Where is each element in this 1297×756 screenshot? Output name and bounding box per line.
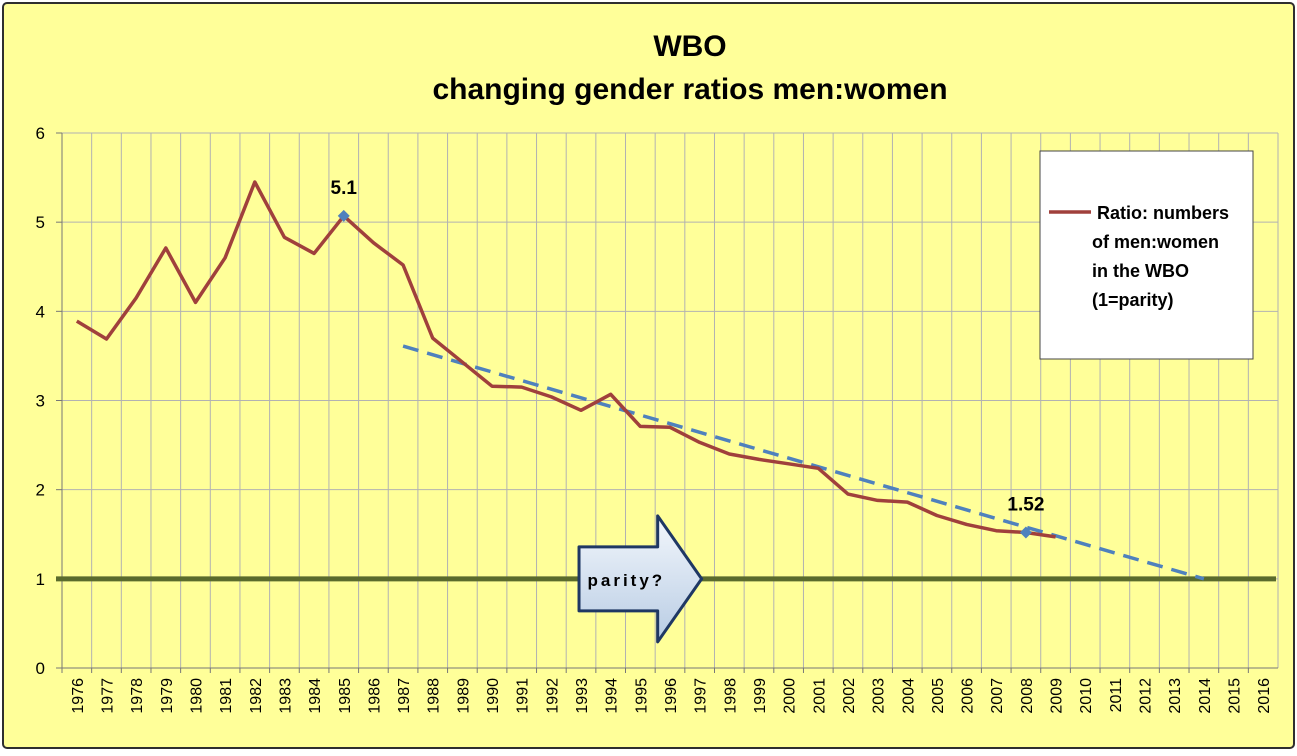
parity-arrow [577, 514, 704, 644]
x-tick-label: 2010 [1078, 678, 1095, 714]
x-tick-label: 1993 [574, 678, 591, 714]
x-tick-label: 1983 [277, 678, 294, 714]
trendline-group [402, 344, 1205, 581]
x-tick-label: 2016 [1256, 678, 1273, 714]
x-tick-label: 2005 [930, 678, 947, 714]
legend-label-line: of men:women [1092, 232, 1219, 252]
x-tick-label: 1986 [366, 678, 383, 714]
x-tick-label: 1987 [396, 678, 413, 714]
x-tick-label: 2014 [1197, 678, 1214, 714]
x-tick-label: 2006 [960, 678, 977, 714]
x-tick-label: 1996 [663, 678, 680, 714]
x-tick-label: 2000 [782, 678, 799, 714]
x-tick-label: 1990 [485, 678, 502, 714]
y-tick-label: 4 [36, 302, 45, 321]
highlight-label: 5.1 [331, 178, 358, 199]
x-tick-label: 1981 [218, 678, 235, 714]
x-tick-label: 1978 [129, 678, 146, 714]
y-tick-label: 2 [36, 481, 45, 500]
x-tick-label: 1982 [248, 678, 265, 714]
series-line [75, 180, 1056, 539]
legend-box [1039, 150, 1254, 360]
y-tick-label: 5 [36, 213, 45, 232]
x-tick-label: 1977 [99, 678, 116, 714]
x-tick-labels: 1976 1977 1978 1979 1980 1981 1982 1983 1984 1985… [70, 678, 1273, 714]
x-tick-label: 1997 [693, 678, 710, 714]
x-tick-label: 2003 [871, 678, 888, 714]
x-tick-label: 2013 [1167, 678, 1184, 714]
parity-annotation: parity? [577, 514, 704, 644]
y-tick-label: 1 [36, 570, 45, 589]
legend: Ratio: numbers of men:women in the WBO (1=p… [1039, 150, 1254, 360]
x-tick-label: 1985 [337, 678, 354, 714]
chart-title-line1: WBO [653, 30, 726, 63]
legend-label-line: Ratio: numbers [1097, 203, 1229, 223]
x-tick-label: 1992 [544, 678, 561, 714]
legend-label-line: (1=parity) [1092, 290, 1174, 310]
x-tick-label: 1999 [752, 678, 769, 714]
x-tick-label: 2001 [811, 678, 828, 714]
highlight-group: 5.1 1.52 [331, 178, 1044, 539]
x-tick-label: 1988 [426, 678, 443, 714]
y-tick-label: 0 [36, 659, 45, 678]
x-tick-label: 2009 [1049, 678, 1066, 714]
highlight-marker [337, 209, 350, 222]
x-tick-label: 1995 [633, 678, 650, 714]
chart-title-line2: changing gender ratios men:women [432, 73, 947, 106]
x-tick-label: 2002 [841, 678, 858, 714]
series-group [75, 180, 1056, 539]
x-tick-label: 1994 [604, 678, 621, 714]
legend-label-line: in the WBO [1092, 261, 1189, 281]
x-tick-label: 2007 [989, 678, 1006, 714]
x-tick-label: 1984 [307, 678, 324, 714]
y-tick-labels: 0 1 2 3 4 5 6 [36, 124, 45, 678]
x-tick-label: 2004 [900, 678, 917, 714]
x-tick-label: 1976 [70, 678, 87, 714]
x-tick-label: 2011 [1108, 678, 1125, 713]
x-tick-label: 2015 [1227, 678, 1244, 714]
parity-arrow-label: parity? [587, 571, 665, 590]
highlight-label: 1.52 [1007, 494, 1044, 515]
x-tick-label: 1979 [159, 678, 176, 714]
x-tick-label: 2012 [1138, 678, 1155, 714]
x-tick-label: 1998 [722, 678, 739, 714]
x-tick-label: 1989 [455, 678, 472, 714]
x-tick-label: 1980 [188, 678, 205, 714]
highlight-marker [1019, 526, 1032, 539]
trendline [402, 344, 1205, 581]
y-tick-label: 3 [36, 392, 45, 411]
y-tick-label: 6 [36, 124, 45, 143]
x-tick-label: 2008 [1019, 678, 1036, 714]
x-tick-label: 1991 [515, 678, 532, 714]
